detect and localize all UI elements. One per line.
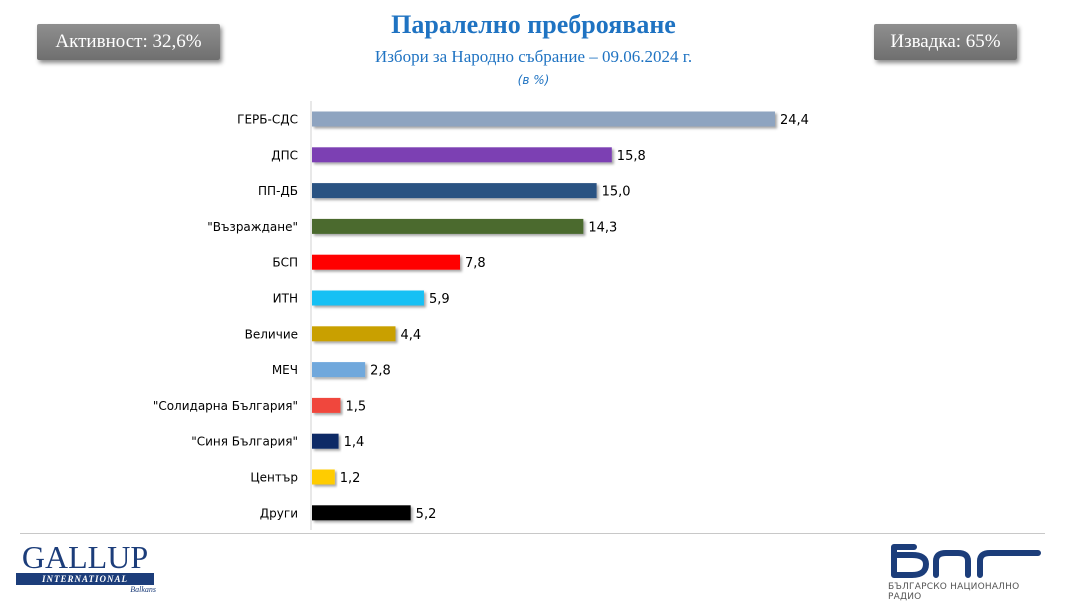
category-label: ПП-ДБ	[258, 184, 298, 198]
value-label: 5,9	[429, 292, 450, 307]
category-label: ДПС	[271, 148, 298, 162]
bar	[312, 469, 335, 485]
category-label: "Възраждане"	[207, 220, 298, 234]
value-label: 1,2	[340, 471, 361, 486]
bnr-logo-sub: БЪЛГАРСКО НАЦИОНАЛНО РАДИО	[888, 582, 1020, 602]
bar	[312, 147, 612, 163]
category-label: "Солидарна България"	[153, 399, 298, 413]
category-label: "Синя България"	[191, 435, 298, 449]
bar	[312, 254, 461, 270]
bar	[312, 111, 775, 127]
chart-units: (в %)	[517, 73, 550, 87]
turnout-badge: Активност: 32,6%	[37, 24, 220, 60]
bar	[312, 397, 341, 413]
category-label: БСП	[272, 256, 298, 270]
gallup-logo-sub: Balkans	[130, 585, 156, 594]
bar	[312, 218, 584, 234]
value-label: 24,4	[780, 113, 809, 128]
category-label: ИТН	[273, 292, 298, 306]
category-label: ГЕРБ-СДС	[237, 113, 298, 127]
sample-badge: Извадка: 65%	[874, 24, 1017, 60]
value-label: 7,8	[465, 256, 486, 271]
category-label: Величие	[245, 327, 298, 341]
bar	[312, 290, 424, 306]
bar	[312, 326, 396, 342]
value-label: 2,8	[370, 364, 391, 379]
value-label: 15,0	[602, 185, 631, 200]
value-label: 1,4	[344, 435, 365, 450]
gallup-logo-word: GALLUP	[21, 539, 149, 575]
bar	[312, 362, 366, 378]
bnr-logo-mark	[891, 544, 1041, 578]
bnr-logo: БЪЛГАРСКО НАЦИОНАЛНО РАДИО	[888, 543, 1048, 602]
bar	[312, 505, 411, 521]
category-label: Други	[260, 506, 298, 520]
value-label: 15,8	[617, 149, 646, 164]
value-label: 1,5	[345, 399, 366, 414]
bar	[312, 433, 339, 449]
value-label: 14,3	[588, 220, 617, 235]
bar	[312, 183, 597, 199]
footer-divider	[20, 533, 1045, 534]
bar-chart: ГЕРБ-СДС 24,4 ДПС 15,8 ПП-ДБ 15,0 "Възраждане"…	[153, 101, 809, 530]
value-label: 4,4	[400, 328, 421, 343]
category-label: МЕЧ	[272, 363, 298, 377]
chart-title: Паралелно преброяване	[391, 10, 676, 39]
value-label: 5,2	[416, 507, 437, 522]
gallup-logo-bar: INTERNATIONAL	[16, 573, 154, 585]
gallup-international-logo: GALLUP INTERNATIONAL Balkans	[14, 539, 164, 597]
category-label: Център	[250, 471, 298, 485]
chart-subtitle: Избори за Народно събрание – 09.06.2024 …	[374, 47, 693, 66]
